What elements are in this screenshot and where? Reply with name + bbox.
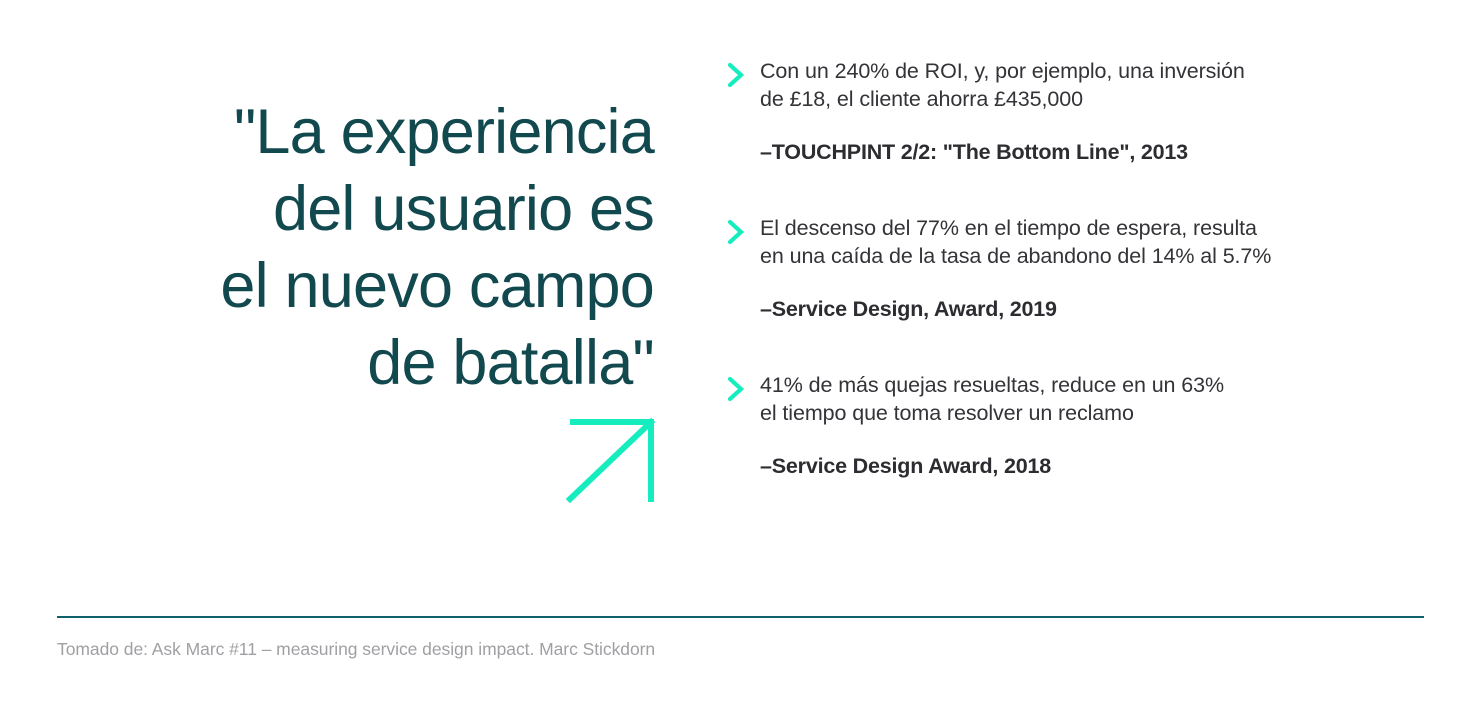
stat-source: –TOUCHPINT 2/2: "The Bottom Line", 2013 — [760, 140, 1188, 164]
stat-source: –Service Design Award, 2018 — [760, 454, 1051, 478]
stat-text: 41% de más quejas resueltas, reduce en u… — [760, 373, 1225, 425]
stat-source: –Service Design, Award, 2019 — [760, 297, 1057, 321]
footer-divider — [57, 616, 1424, 618]
stat-list: Con un 240% de ROI, y, por ejemplo, una … — [726, 58, 1426, 480]
stat-text: El descenso del 77% en el tiempo de espe… — [760, 216, 1272, 268]
page-title: "La experiencia del usuario es el nuevo … — [220, 97, 654, 399]
arrow-up-right-icon — [561, 411, 661, 509]
list-item: 41% de más quejas resueltas, reduce en u… — [726, 372, 1426, 480]
stat-text: Con un 240% de ROI, y, por ejemplo, una … — [760, 59, 1245, 111]
list-item: Con un 240% de ROI, y, por ejemplo, una … — [726, 58, 1426, 166]
chevron-right-icon — [726, 219, 748, 245]
chevron-right-icon — [726, 376, 748, 402]
chevron-right-icon — [726, 62, 748, 88]
footer-attribution: Tomado de: Ask Marc #11 – measuring serv… — [57, 639, 656, 659]
list-item: El descenso del 77% en el tiempo de espe… — [726, 215, 1426, 323]
